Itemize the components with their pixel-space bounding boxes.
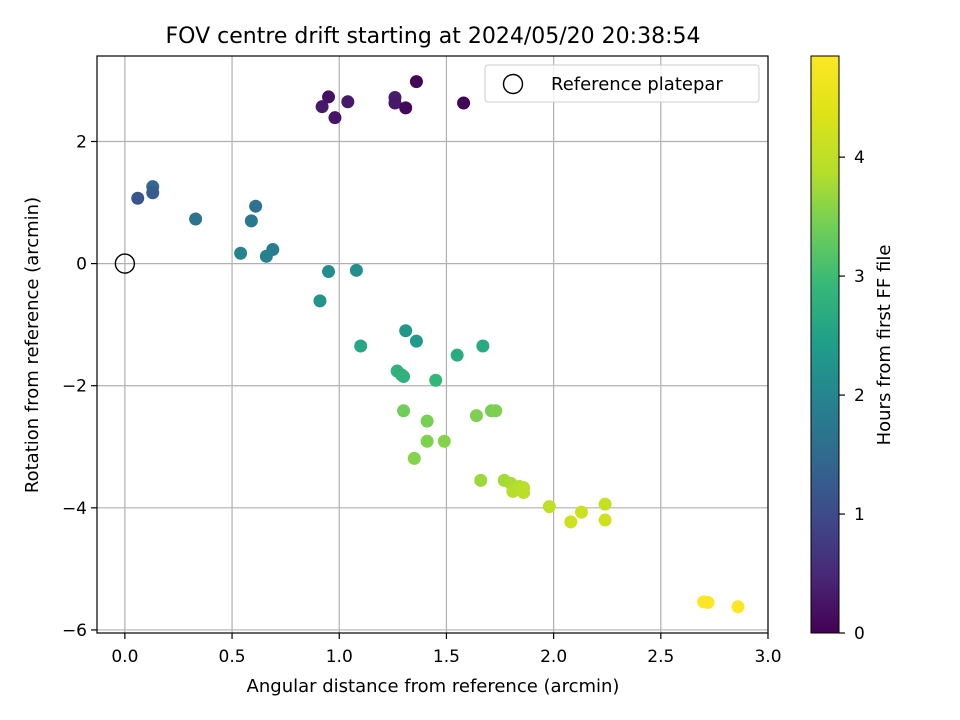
data-point (517, 486, 531, 500)
data-point (420, 434, 434, 448)
data-point (407, 451, 421, 465)
data-point (399, 324, 413, 338)
colorbar-tick-label: 3 (854, 267, 865, 287)
data-point (354, 339, 368, 353)
plot-frame (96, 55, 769, 634)
data-point (420, 414, 434, 428)
y-tick-label: 0 (76, 255, 87, 275)
x-tick-label: 1.0 (326, 647, 353, 667)
data-point (476, 339, 490, 353)
y-tick-label: −2 (62, 377, 87, 397)
data-point (564, 515, 578, 529)
x-tick-label: 2.0 (540, 647, 567, 667)
colorbar-tick-label: 1 (854, 505, 865, 525)
data-point (474, 473, 488, 487)
data-point (244, 214, 258, 228)
data-point (506, 484, 520, 498)
data-point (189, 212, 203, 226)
colorbar: 0 1 2 3 4 Hours from first FF file (810, 55, 895, 644)
colorbar-tick-label: 4 (854, 148, 865, 168)
y-axis-label: Rotation from reference (arcmin) (22, 197, 43, 493)
legend-label: Reference platepar (551, 74, 723, 95)
colorbar-tick-label: 0 (854, 624, 865, 644)
data-point (234, 246, 248, 260)
data-point (542, 500, 556, 514)
data-point (598, 497, 612, 511)
data-point (259, 249, 273, 263)
y-tick-label: −4 (62, 499, 87, 519)
data-point (437, 434, 451, 448)
data-point (328, 111, 342, 125)
data-point (322, 265, 336, 279)
data-point (131, 191, 145, 205)
data-point (701, 595, 715, 609)
data-point (731, 600, 745, 614)
data-point (249, 199, 263, 213)
colorbar-gradient (810, 55, 840, 634)
data-point (489, 404, 503, 418)
data-point (429, 373, 443, 387)
y-axis-ticks: −6 −4 −2 0 2 (62, 132, 97, 641)
legend-marker-circle (502, 73, 524, 95)
data-point (469, 409, 483, 423)
y-tick-label: −6 (62, 621, 87, 641)
data-point (313, 294, 327, 308)
chart-title: FOV centre drift starting at 2024/05/20 … (166, 24, 701, 49)
data-point (388, 96, 402, 110)
data-point (598, 513, 612, 527)
data-point (409, 334, 423, 348)
data-point (349, 263, 363, 277)
data-point (409, 75, 423, 89)
y-tick-label: 2 (76, 132, 87, 152)
legend: Reference platepar (484, 64, 760, 103)
data-point (341, 95, 355, 109)
data-point (315, 100, 329, 114)
x-axis-label: Angular distance from reference (arcmin) (247, 676, 620, 697)
colorbar-label: Hours from first FF file (874, 245, 895, 446)
grid-lines (97, 56, 769, 633)
data-point (397, 370, 411, 384)
legend-box (484, 64, 760, 103)
data-point (322, 90, 336, 104)
data-point (457, 96, 471, 110)
x-tick-label: 0.0 (111, 647, 138, 667)
x-tick-label: 1.5 (433, 647, 460, 667)
data-point (146, 186, 160, 200)
x-tick-label: 2.5 (647, 647, 674, 667)
x-tick-label: 0.5 (219, 647, 246, 667)
x-tick-label: 3.0 (754, 647, 781, 667)
data-points (114, 75, 745, 614)
colorbar-ticks: 0 1 2 3 4 (839, 148, 865, 644)
reference-marker (114, 253, 136, 274)
data-point (574, 505, 588, 519)
data-point (397, 404, 411, 418)
data-point (399, 101, 413, 115)
x-axis-ticks: 0.0 0.5 1.0 1.5 2.0 2.5 3.0 (111, 633, 782, 667)
data-point (450, 348, 464, 362)
colorbar-tick-label: 2 (854, 386, 865, 406)
